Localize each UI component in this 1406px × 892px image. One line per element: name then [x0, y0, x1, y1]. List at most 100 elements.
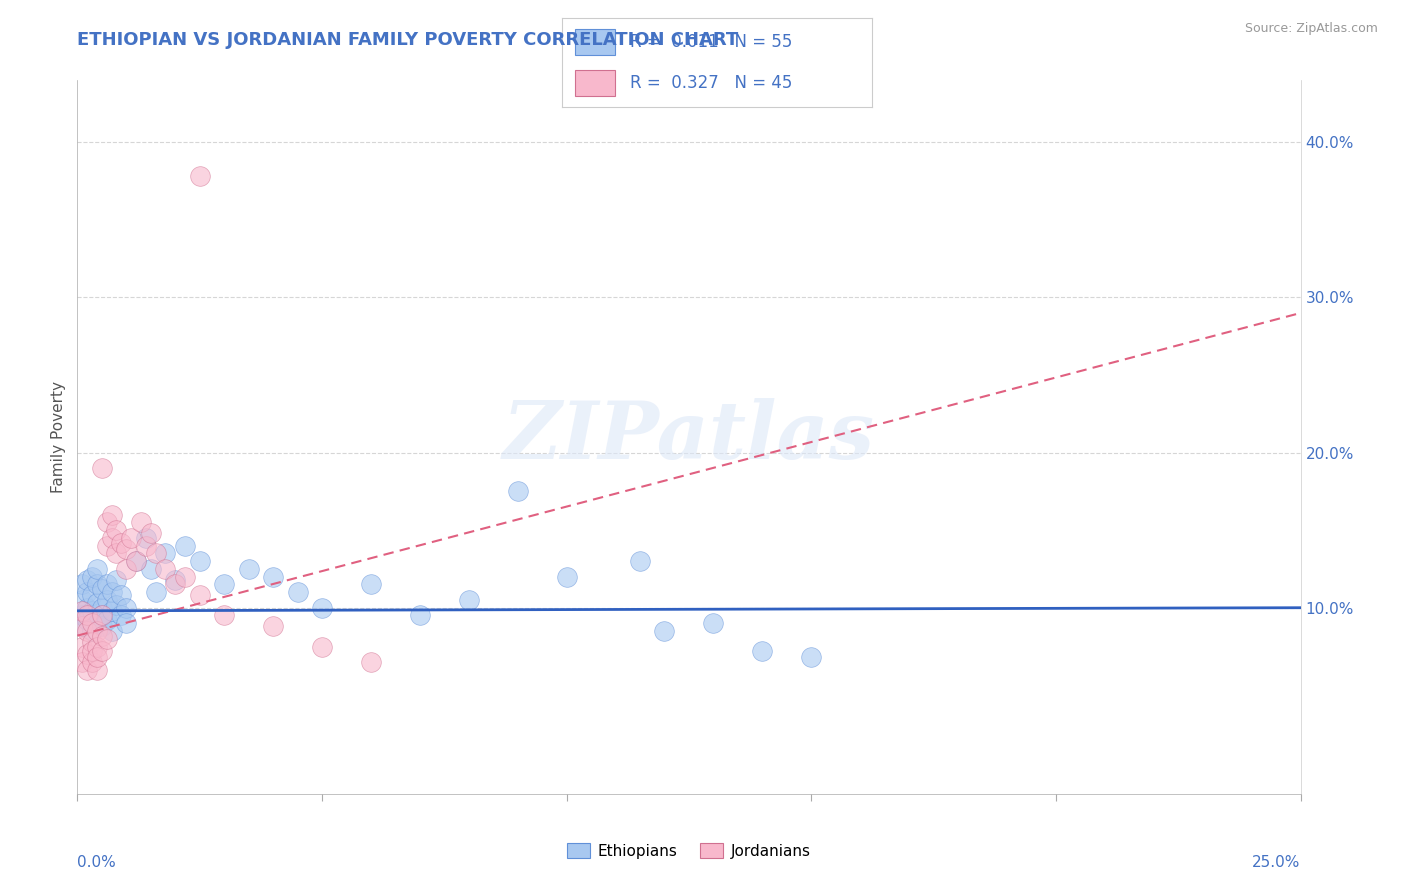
Text: Source: ZipAtlas.com: Source: ZipAtlas.com — [1244, 22, 1378, 36]
Point — [80, 588, 103, 602]
Point — [174, 570, 197, 584]
Point — [457, 593, 479, 607]
Point — [110, 535, 132, 549]
Point — [212, 608, 235, 623]
Point — [409, 608, 432, 623]
Point — [139, 526, 162, 541]
Point — [70, 608, 93, 623]
Text: R =  0.327   N = 45: R = 0.327 N = 45 — [630, 74, 793, 92]
Point — [139, 562, 162, 576]
Point — [702, 616, 724, 631]
Point — [360, 577, 382, 591]
Legend: Ethiopians, Jordanians: Ethiopians, Jordanians — [561, 837, 817, 864]
Point — [212, 577, 235, 591]
Point — [86, 562, 108, 576]
Point — [96, 632, 118, 646]
Point — [80, 635, 103, 649]
Text: ETHIOPIAN VS JORDANIAN FAMILY POVERTY CORRELATION CHART: ETHIOPIAN VS JORDANIAN FAMILY POVERTY CO… — [77, 31, 738, 49]
Point — [96, 516, 118, 530]
Point — [262, 570, 284, 584]
Point — [751, 644, 773, 658]
Point — [135, 531, 157, 545]
Point — [120, 531, 142, 545]
Point — [80, 616, 103, 631]
Point — [70, 577, 93, 591]
Point — [506, 484, 529, 499]
Point — [105, 523, 128, 537]
Point — [165, 573, 187, 587]
Point — [188, 554, 211, 568]
Text: 25.0%: 25.0% — [1253, 855, 1301, 870]
Point — [90, 600, 112, 615]
Point — [70, 619, 93, 633]
Y-axis label: Family Poverty: Family Poverty — [51, 381, 66, 493]
Point — [110, 608, 132, 623]
Point — [90, 608, 112, 623]
Point — [115, 616, 138, 631]
Point — [70, 655, 93, 669]
Point — [86, 663, 108, 677]
Text: R =  0.011   N = 55: R = 0.011 N = 55 — [630, 33, 793, 51]
Point — [105, 598, 128, 612]
Point — [80, 604, 103, 618]
Point — [654, 624, 676, 638]
FancyBboxPatch shape — [575, 29, 614, 55]
Point — [628, 554, 651, 568]
Point — [80, 644, 103, 658]
Point — [96, 577, 118, 591]
Point — [100, 604, 122, 618]
Point — [86, 624, 108, 638]
Point — [145, 546, 167, 560]
Point — [76, 608, 98, 623]
Point — [86, 616, 108, 631]
Point — [360, 655, 382, 669]
Point — [90, 619, 112, 633]
Point — [105, 546, 128, 560]
Point — [80, 570, 103, 584]
Point — [155, 546, 177, 560]
Point — [145, 585, 167, 599]
Point — [76, 600, 98, 615]
Text: ZIPatlas: ZIPatlas — [503, 399, 875, 475]
Point — [129, 516, 152, 530]
Point — [100, 585, 122, 599]
Point — [86, 650, 108, 665]
Point — [70, 640, 93, 654]
Point — [76, 663, 98, 677]
Point — [555, 570, 578, 584]
Point — [287, 585, 309, 599]
Point — [90, 608, 112, 623]
Point — [165, 577, 187, 591]
Point — [105, 573, 128, 587]
Point — [96, 593, 118, 607]
Point — [311, 640, 333, 654]
Point — [800, 650, 823, 665]
Point — [86, 640, 108, 654]
Point — [100, 624, 122, 638]
Point — [76, 613, 98, 627]
Point — [90, 629, 112, 643]
Point — [80, 655, 103, 669]
Point — [70, 604, 93, 618]
Point — [76, 585, 98, 599]
Point — [70, 619, 93, 633]
Point — [174, 539, 197, 553]
Point — [70, 593, 93, 607]
Point — [96, 613, 118, 627]
Point — [76, 624, 98, 638]
Point — [311, 600, 333, 615]
Point — [86, 577, 108, 591]
Text: 0.0%: 0.0% — [77, 855, 117, 870]
Point — [188, 169, 211, 184]
Point — [125, 554, 148, 568]
Point — [115, 562, 138, 576]
Point — [90, 582, 112, 596]
Point — [100, 508, 122, 522]
Point — [90, 644, 112, 658]
Point — [115, 541, 138, 556]
Point — [80, 624, 103, 638]
Point — [238, 562, 260, 576]
Point — [76, 647, 98, 661]
Point — [76, 573, 98, 587]
Point — [86, 596, 108, 610]
